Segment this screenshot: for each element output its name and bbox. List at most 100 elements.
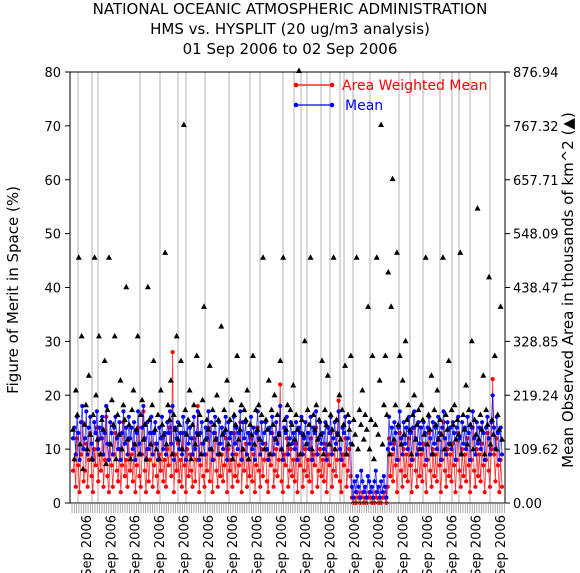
area-point-222 [389,175,396,182]
area-point-182 [332,445,339,452]
series-1-point-204 [341,430,346,436]
series-0-point-116 [225,490,230,495]
series-1-point-234 [381,474,386,479]
area-point-124 [248,431,255,437]
series-1-point-91 [191,414,196,419]
series-0-point-16 [92,447,97,452]
series-0-point-241 [391,479,396,484]
series-1-point-33 [114,436,119,441]
series-0-point-54 [142,468,147,473]
area-point-174 [320,450,327,457]
series-1-point-160 [283,430,288,436]
area-point-175 [321,406,328,413]
series-1-point-134 [248,414,254,419]
series-1-point-4 [76,430,81,436]
series-0-point-125 [236,463,242,468]
series-1-point-167 [292,447,297,452]
area-point-154 [291,436,298,442]
series-1-point-216 [357,495,362,500]
series-0-point-285 [449,479,454,484]
area-point-288 [484,421,491,427]
area-point-3 [74,411,81,418]
area-point-266 [452,436,459,442]
area-point-40 [127,455,134,462]
series-1-point-9 [82,436,88,441]
series-0-point-23 [101,484,106,489]
series-1-point-250 [402,441,408,446]
area-point-168 [311,426,318,432]
area-point-53 [146,416,153,422]
series-0-point-244 [395,490,400,495]
series-1-point-154 [275,441,280,446]
series-0-point-272 [432,474,437,479]
series-1-line [72,395,503,498]
series-1-point-92 [193,447,198,452]
series-0-point-69 [162,457,167,462]
series-0-point-179 [308,436,313,441]
series-1-point-102 [206,409,211,414]
area-point-150 [285,441,292,447]
area-point-139 [270,421,277,427]
y2-tick-label-1: 109.62 [513,443,559,458]
area-point-26 [107,441,114,447]
area-point-106 [222,426,229,432]
area-point-15 [91,254,98,260]
area-point-276 [467,421,474,427]
series-0-point-146 [264,479,269,484]
series-1-point-135 [250,447,255,452]
series-0-point-251 [404,452,409,457]
series-1-point-191 [324,457,329,462]
series-0-point-92 [193,479,198,484]
series-1-point-115 [223,414,228,419]
area-point-151 [287,406,294,413]
area-point-13 [88,455,95,462]
x-tick-label-5: Sep 2006 [202,515,217,573]
series-1-point-162 [286,452,291,457]
area-point-240 [415,406,422,413]
series-0-point-277 [438,490,443,495]
series-0-point-250 [402,474,408,479]
area-point-64 [162,249,169,255]
area-point-63 [160,431,167,437]
series-1-point-127 [239,457,244,462]
series-1-point-21 [98,436,103,441]
series-1-point-111 [218,441,223,446]
area-point-123 [247,421,254,427]
series-1-point-310 [482,457,487,462]
x-tick-label-3: Sep 2006 [153,515,168,573]
series-0-point-307 [478,479,483,484]
series-0-point-269 [428,468,433,473]
area-point-282 [475,436,482,442]
series-0-point-41 [125,484,130,489]
area-point-197 [353,254,360,260]
series-1-point-228 [373,468,378,473]
area-point-8 [81,421,88,427]
area-point-183 [333,416,340,422]
area-point-116 [236,426,243,432]
series-0-point-171 [298,463,303,468]
area-point-254 [435,436,442,442]
area-point-251 [431,406,438,413]
x-tick-label-0: Sep 2006 [80,515,95,573]
series-0-point-138 [254,463,259,468]
area-point-208 [369,352,376,359]
area-point-107 [224,377,231,383]
area-point-23 [103,460,110,467]
chart-title: NATIONAL OCEANIC ATMOSPHERIC ADMINISTRAT… [92,0,488,18]
series-0-point-70 [163,484,169,489]
area-point-200 [357,421,364,427]
series-1-point-280 [442,436,447,441]
series-0-point-151 [271,484,276,489]
series-0-point-163 [287,468,292,473]
area-point-45 [134,332,141,339]
area-point-152 [288,421,295,427]
series-1-point-90 [190,452,195,457]
series-0-point-288 [453,490,458,495]
area-point-58 [153,445,160,452]
series-1-point-288 [453,457,458,462]
series-0-point-137 [252,490,258,495]
series-1-point-227 [372,479,377,484]
area-point-48 [139,396,146,403]
series-0-point-154 [275,474,280,479]
area-point-96 [208,445,215,452]
